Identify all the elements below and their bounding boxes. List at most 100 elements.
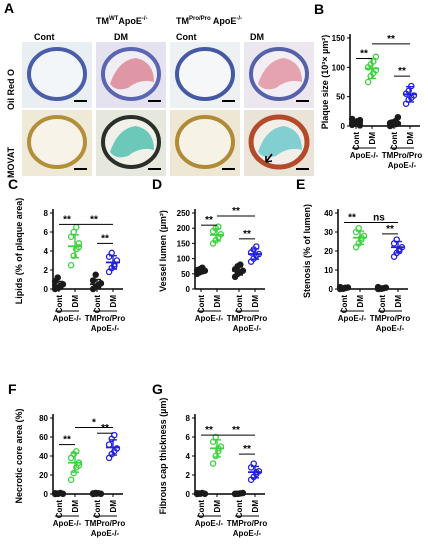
data-point [396, 247, 403, 255]
data-point [73, 464, 80, 471]
data-point [374, 283, 382, 291]
panel-letter-F: F [8, 381, 17, 397]
data-point [372, 67, 380, 74]
data-point [105, 454, 113, 462]
group-label-tm: TMPro/Pro [227, 519, 268, 528]
panel-a-letter: A [4, 0, 15, 16]
plaque-region [110, 58, 154, 90]
group-label-tm: TMPro/Pro [370, 314, 411, 323]
data-point [234, 490, 241, 497]
y-tick-label: 50 [336, 93, 345, 102]
y-tick-label: 80 [39, 414, 48, 423]
group-label-apoe: ApoE-/- [195, 314, 224, 323]
data-point [390, 253, 398, 260]
sig-label: ns [373, 213, 385, 224]
y-tick-label: 2 [44, 266, 49, 275]
group-label-apoe: ApoE-/- [195, 519, 224, 528]
group-label-apoe2: ApoE-/- [91, 324, 120, 333]
data-point [111, 447, 118, 455]
data-point [212, 224, 219, 232]
data-point [405, 87, 412, 95]
data-point [382, 284, 390, 291]
group-wt-label: TMWTApoE-/- [96, 16, 148, 26]
scale-bar [296, 100, 309, 102]
data-point [390, 240, 398, 247]
data-point [54, 490, 61, 497]
data-point [105, 441, 113, 448]
x-tick-label: DM [109, 295, 118, 308]
data-point [70, 469, 77, 477]
data-point [344, 284, 352, 291]
data-point [209, 460, 217, 467]
plaque-region [258, 58, 302, 90]
data-point [355, 224, 362, 232]
data-point [70, 228, 77, 236]
data-point [348, 121, 356, 129]
data-point [57, 283, 64, 291]
micrograph-r2-c3 [170, 110, 240, 176]
micrograph-r1-c4 [244, 42, 314, 108]
y-tick-label: 200 [177, 224, 191, 233]
x-tick-label: Cont [197, 500, 206, 519]
scale-bar [148, 100, 161, 102]
data-point [108, 450, 115, 458]
data-point [358, 234, 365, 241]
data-point [199, 268, 206, 275]
y-axis-label: Stenosis (% of lumen) [302, 204, 312, 298]
y-tick-label: 30 [324, 228, 333, 237]
data-point [339, 285, 346, 292]
group-label-apoe: ApoE-/- [350, 151, 379, 160]
x-tick-label: DM [368, 132, 377, 145]
data-point [215, 234, 222, 241]
data-point [209, 240, 217, 247]
cond-cont-2: Cont [176, 32, 197, 42]
data-point [51, 490, 59, 498]
sig-label: ** [243, 444, 251, 455]
x-tick-label: DM [213, 295, 222, 308]
x-tick-label: Cont [235, 295, 244, 314]
sig-label: ** [232, 425, 240, 436]
panel-letter-E: E [296, 176, 305, 192]
data-point [250, 246, 257, 253]
data-point [89, 285, 97, 293]
x-tick-label: Cont [93, 500, 102, 519]
data-point [199, 489, 206, 497]
data-point [339, 285, 346, 292]
data-point [354, 119, 361, 126]
scale-bar [296, 168, 309, 170]
data-point [253, 470, 260, 478]
plaque-region [258, 126, 302, 158]
data-point [51, 489, 59, 497]
data-point [402, 90, 410, 97]
data-point [234, 262, 241, 270]
x-tick-label: Cont [55, 500, 64, 519]
scale-bar [74, 168, 87, 170]
data-point [113, 445, 121, 452]
data-point [351, 119, 358, 127]
x-tick-label: DM [356, 295, 365, 308]
data-point [108, 435, 115, 443]
x-tick-label: Cont [197, 295, 206, 314]
y-tick-label: 6 [186, 433, 191, 442]
data-point [215, 223, 222, 230]
data-point [54, 284, 61, 292]
x-tick-label: DM [71, 500, 80, 513]
group-label-apoe2: ApoE-/- [233, 529, 262, 538]
data-point [70, 450, 77, 458]
y-tick-label: 0 [44, 285, 49, 294]
micrograph-r2-c1 [22, 110, 92, 176]
data-point [95, 282, 102, 290]
sig-label: ** [386, 224, 394, 235]
x-tick-label: Cont [390, 132, 399, 151]
group-label-apoe2: ApoE-/- [388, 161, 417, 170]
data-point [108, 264, 115, 272]
sig-label: ** [63, 435, 71, 446]
y-tick-label: 4 [186, 452, 191, 461]
data-point [75, 240, 83, 247]
x-tick-label: DM [251, 295, 260, 308]
data-point [201, 490, 209, 498]
y-axis-label: Vessel lumen (µm²) [158, 210, 168, 292]
data-point [73, 447, 80, 455]
data-point [370, 58, 377, 65]
data-point [199, 264, 206, 271]
